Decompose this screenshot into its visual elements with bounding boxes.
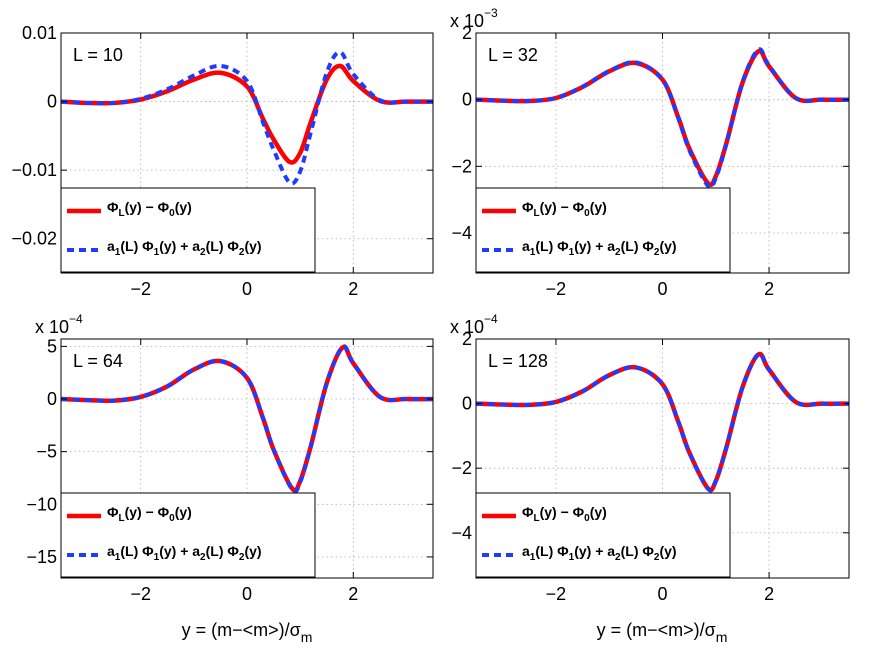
x-tick-label: 2 [764,584,774,604]
y-tick-label: 0 [462,90,472,110]
series-line-a-fit [475,47,850,190]
y-tick-label: −2 [451,458,472,478]
chart-panel-4: −2 0 2 2 0 −2 −4 x 10−4 L = 128 ΦL(y) − Φ0(y) a1(L… [450,312,850,604]
y-tick-label: −15 [26,547,57,567]
legend-label-phi-diff: ΦL(y) − Φ0(y) [522,504,607,524]
x-axis-label: y = (m−<m>)/σm [182,620,313,645]
x-tick-label: 2 [348,279,358,299]
panel-annotation: L = 10 [73,45,123,65]
legend-box [475,187,731,273]
y-tick-label: −10 [26,494,57,514]
legend-label-a-fit: a1(L) Φ1(y) + a2(L) Φ2(y) [107,543,262,563]
x-tick-label: 0 [657,279,667,299]
x-tick-label: 2 [764,279,774,299]
y-tick-label: −0.02 [11,229,57,249]
panel-annotation: L = 32 [488,45,538,65]
legend-label-phi-diff: ΦL(y) − Φ0(y) [107,199,192,219]
legend: ΦL(y) − Φ0(y) a1(L) Φ1(y) + a2(L) Φ2(y) [60,492,316,578]
axis-exponent-label: x 10−4 [450,312,498,337]
chart-panel-1: −2 0 2 0.01 0 −0.01 −0.02 L = 10 ΦL(y) − Φ0(y) a1… [11,23,434,299]
series-line-a-fit [475,351,850,493]
x-axis-label: y = (m−<m>)/σm [597,620,728,645]
y-tick-label: −4 [451,523,472,543]
x-tick-label: 0 [657,584,667,604]
y-tick-label: 5 [47,336,57,356]
x-tick-label: −2 [130,584,151,604]
y-tick-label: −5 [36,442,57,462]
legend: ΦL(y) − Φ0(y) a1(L) Φ1(y) + a2(L) Φ2(y) [60,187,316,273]
y-tick-label: −0.01 [11,160,57,180]
y-tick-label: −2 [451,156,472,176]
legend-box [60,492,316,578]
y-tick-label: 0.01 [22,23,57,43]
series-line-a-fit [60,344,434,494]
x-tick-label: 2 [348,584,358,604]
axis-exponent-label: x 10−4 [35,312,83,337]
x-tick-label: −2 [546,279,567,299]
legend-label-a-fit: a1(L) Φ1(y) + a2(L) Φ2(y) [522,238,677,258]
x-tick-label: −2 [546,584,567,604]
legend: ΦL(y) − Φ0(y) a1(L) Φ1(y) + a2(L) Φ2(y) [475,187,731,273]
x-tick-label: 0 [242,279,252,299]
series-line-phi-diff [475,48,850,188]
panel-annotation: L = 128 [488,351,548,371]
x-tick-label: −2 [130,279,151,299]
y-tick-label: −4 [451,223,472,243]
legend-label-phi-diff: ΦL(y) − Φ0(y) [107,504,192,524]
y-tick-label: 2 [462,23,472,43]
chart-panel-2: −2 0 2 2 0 −2 −4 x 10−3 L = 32 ΦL(y) − Φ0(y) a1(L)… [450,6,850,299]
y-tick-label: 0 [47,92,57,112]
series-line-a-fit [60,50,434,186]
legend: ΦL(y) − Φ0(y) a1(L) Φ1(y) + a2(L) Φ2(y) [475,492,731,578]
y-tick-label: 0 [47,389,57,409]
legend-label-phi-diff: ΦL(y) − Φ0(y) [522,199,607,219]
y-tick-label: 2 [462,329,472,349]
y-tick-label: 0 [462,394,472,414]
legend-label-a-fit: a1(L) Φ1(y) + a2(L) Φ2(y) [522,543,677,563]
axis-exponent-label: x 10−3 [450,6,498,31]
chart-panel-3: −2 0 2 5 0 −5 −10 −15 x 10−4 L = 64 ΦL(y) − Φ0(y) a… [26,312,434,604]
series-line-phi-diff [60,63,434,165]
legend-box [60,187,316,273]
legend-box [475,492,731,578]
x-tick-label: 0 [242,584,252,604]
legend-label-a-fit: a1(L) Φ1(y) + a2(L) Φ2(y) [107,238,262,258]
panel-annotation: L = 64 [73,351,123,371]
